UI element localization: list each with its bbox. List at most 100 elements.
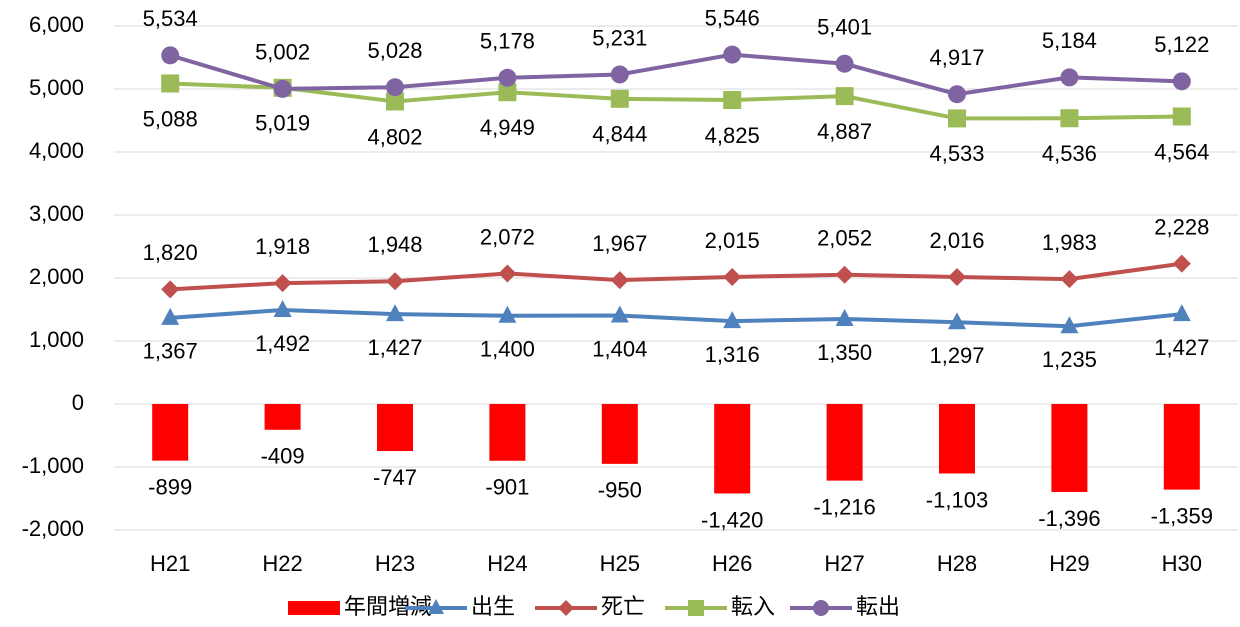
line [170, 261, 1183, 292]
data-label: 4,533 [929, 141, 984, 166]
bar [601, 404, 638, 464]
marker [723, 91, 742, 110]
data-label: 1,350 [817, 340, 872, 365]
bar [714, 404, 751, 494]
marker [273, 274, 292, 293]
legend-marker [813, 600, 829, 616]
data-label: 1,316 [705, 342, 760, 367]
data-label: 5,122 [1154, 32, 1209, 57]
y-tick-label: -2,000 [22, 516, 84, 541]
marker [498, 68, 517, 87]
marker [498, 305, 517, 323]
x-tick-label: H30 [1162, 551, 1202, 576]
marker [498, 83, 517, 102]
marker [948, 312, 966, 330]
marker [1060, 68, 1079, 87]
data-label: 2,016 [929, 228, 984, 253]
data-label: 1,918 [255, 234, 310, 259]
marker [386, 272, 404, 291]
legend-label: 死亡 [601, 594, 645, 619]
x-tick-label: H27 [824, 551, 864, 576]
marker [273, 300, 292, 318]
marker [948, 85, 966, 104]
x-tick-label: H29 [1049, 551, 1089, 576]
data-label: 1,367 [143, 339, 198, 364]
marker [1172, 107, 1191, 126]
marker [723, 45, 742, 64]
marker [610, 89, 629, 108]
marker [610, 65, 629, 84]
marker [161, 46, 180, 65]
line [170, 308, 1183, 329]
data-label: -1,420 [701, 507, 763, 532]
data-label: 1,948 [367, 232, 422, 257]
bar [264, 404, 301, 430]
bar [1163, 404, 1200, 490]
legend-marker [428, 599, 444, 614]
y-tick-label: 3,000 [29, 201, 84, 226]
bar [1051, 404, 1088, 492]
marker [948, 267, 966, 286]
bar [377, 404, 413, 452]
data-label: 4,949 [480, 115, 535, 140]
x-tick-label: H26 [712, 551, 752, 576]
data-label: 1,492 [255, 331, 310, 356]
data-label: 1,427 [1154, 335, 1209, 360]
marker [835, 308, 854, 326]
marker [610, 271, 629, 290]
data-label: 2,228 [1154, 214, 1209, 239]
marker [835, 54, 854, 73]
data-label: 1,297 [929, 343, 984, 368]
data-label: 4,564 [1154, 139, 1209, 164]
bar [152, 404, 189, 461]
x-tick-label: H28 [937, 551, 977, 576]
marker [498, 264, 517, 283]
y-tick-label: 1,000 [29, 327, 84, 352]
marker [1060, 270, 1079, 289]
legend-label: 転出 [856, 594, 900, 619]
marker [723, 311, 742, 329]
marker [273, 79, 292, 98]
data-label: 5,178 [480, 29, 535, 54]
data-label: 5,184 [1042, 28, 1097, 53]
legend-marker [688, 600, 704, 616]
y-tick-label: -1,000 [22, 453, 84, 478]
marker [835, 265, 854, 284]
y-tick-label: 6,000 [29, 12, 84, 37]
data-label: 4,802 [367, 124, 422, 149]
data-label: 2,052 [817, 226, 872, 251]
marker [1172, 254, 1191, 273]
line [169, 52, 1182, 97]
data-label: -1,396 [1038, 506, 1100, 531]
data-label: 1,820 [143, 240, 198, 265]
marker [1060, 109, 1079, 128]
marker [723, 268, 742, 287]
data-label: -409 [261, 444, 305, 469]
y-tick-label: 5,000 [29, 75, 84, 100]
data-label: 1,235 [1042, 347, 1097, 372]
data-label: 4,917 [929, 45, 984, 70]
data-label: 1,427 [367, 335, 422, 360]
data-label: 1,404 [592, 336, 647, 361]
data-label: 4,825 [705, 123, 760, 148]
data-label: 4,887 [817, 119, 872, 144]
data-label: 5,534 [143, 6, 198, 31]
x-tick-label: H22 [262, 551, 302, 576]
marker [1060, 316, 1079, 334]
bar [826, 404, 863, 481]
marker [1172, 72, 1191, 91]
data-label: 2,072 [480, 224, 535, 249]
data-label: -899 [148, 474, 192, 499]
data-label: 5,002 [255, 40, 310, 65]
marker [386, 304, 404, 322]
marker [835, 87, 854, 106]
legend-marker [558, 600, 574, 616]
marker [161, 280, 180, 299]
line [170, 81, 1182, 121]
data-label: -1,216 [813, 494, 875, 519]
data-label: 5,019 [255, 111, 310, 136]
marker [610, 305, 629, 323]
data-label: 5,546 [705, 5, 760, 30]
y-tick-label: 2,000 [29, 264, 84, 289]
legend-label: 転入 [731, 594, 775, 619]
